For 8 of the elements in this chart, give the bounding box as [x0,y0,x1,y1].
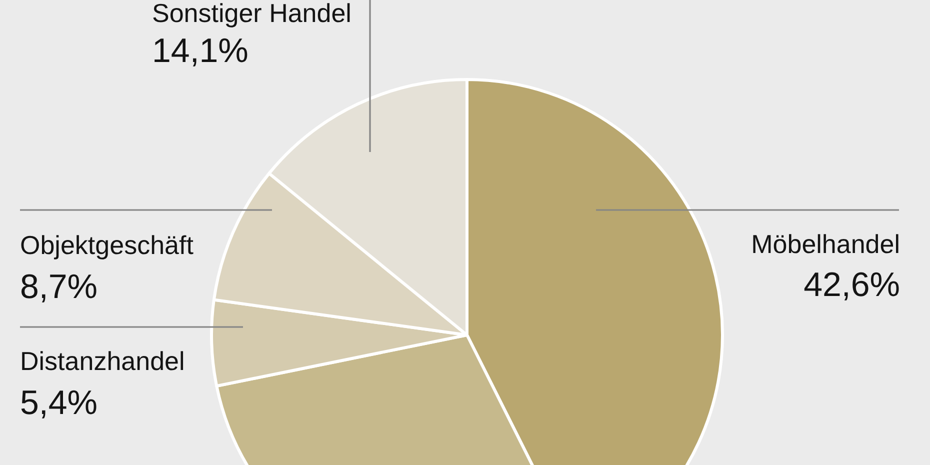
data-label: 5,4% [20,384,98,422]
data-label: 8,7% [20,268,98,306]
data-label: 42,6% [804,266,900,304]
slice-label: Distanzhandel [20,346,185,376]
data-label: 14,1% [152,32,248,70]
slice-label: Objektgeschäft [20,230,194,260]
slice-label: Möbelhandel [751,229,900,259]
slice-label: Sonstiger Handel [152,0,352,28]
